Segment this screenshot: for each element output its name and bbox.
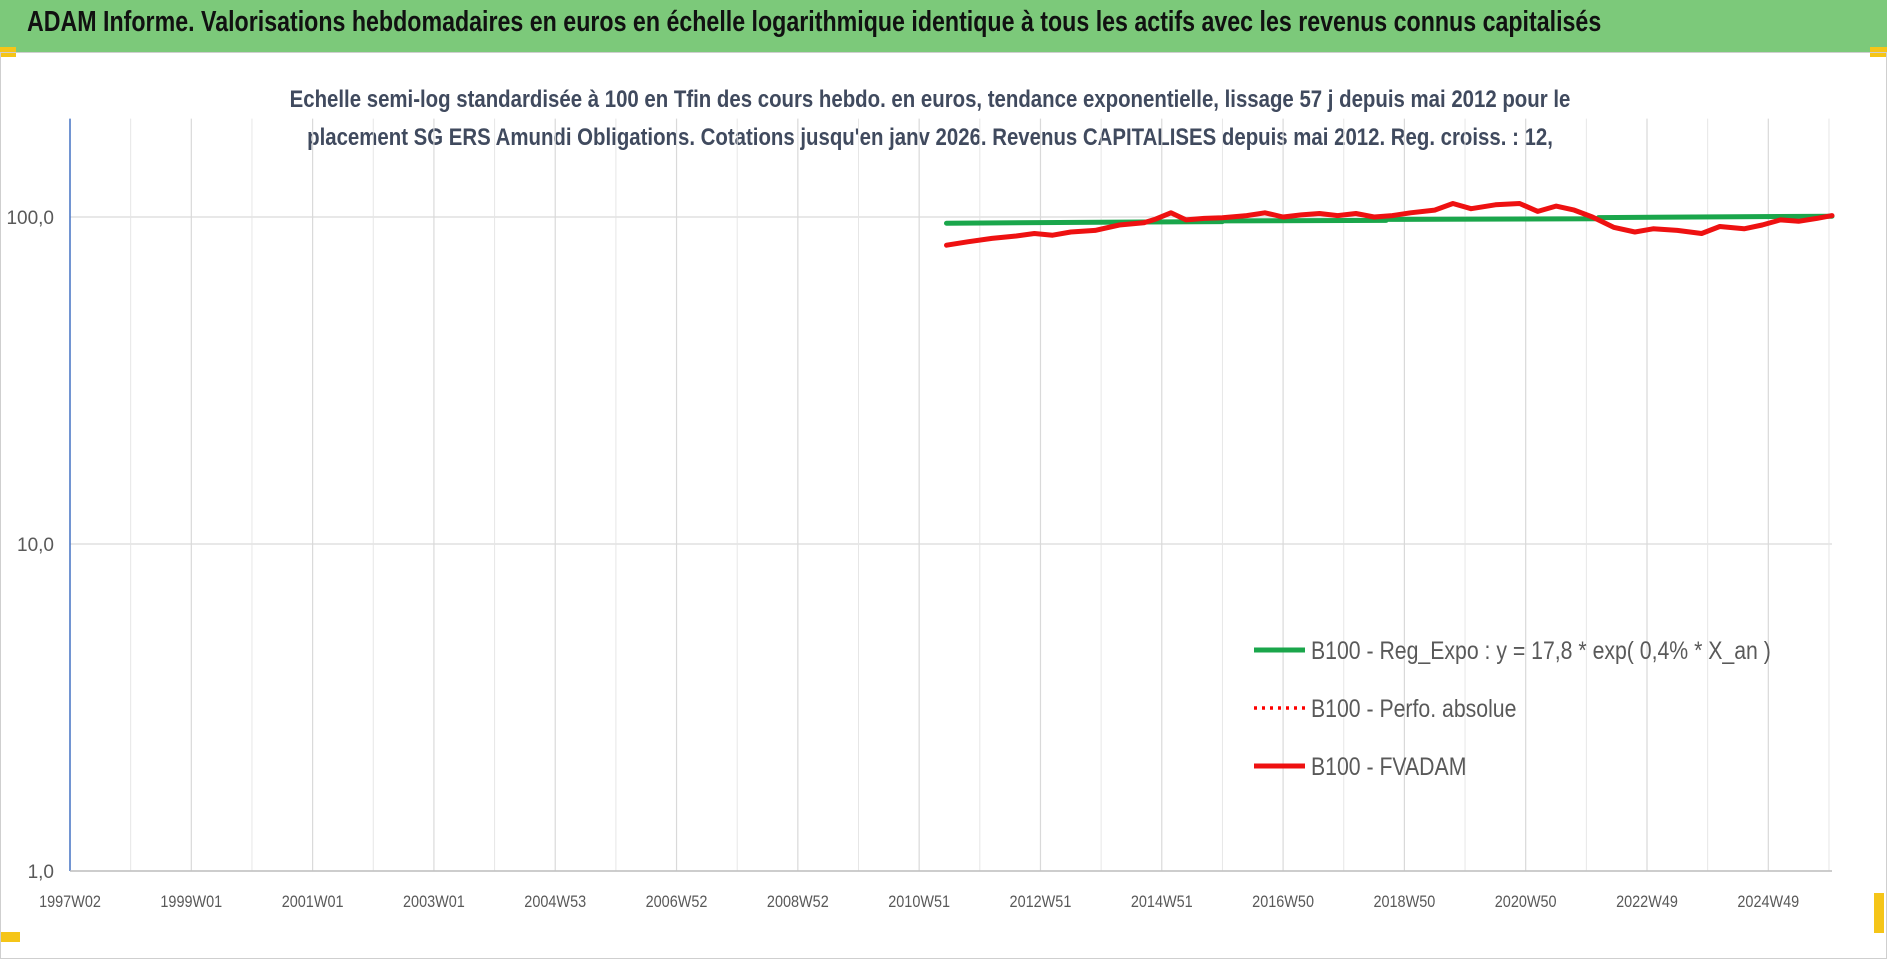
x-tick-label: 2018W50 (1373, 893, 1435, 911)
corner-marker-bottom-left (0, 932, 20, 942)
series-lines (944, 201, 1835, 248)
legend-label-2: B100 - Perfo. absolue (1311, 694, 1516, 722)
legend-label-3: B100 - FVADAM (1311, 752, 1466, 780)
x-tick-label: 2010W51 (888, 893, 950, 911)
y-tick-label: 100,0 (6, 208, 54, 229)
x-tick-label: 2001W01 (282, 893, 344, 911)
x-tick-label: 2004W53 (524, 893, 586, 911)
x-tick-label: 2003W01 (403, 893, 465, 911)
axes: 1,0 10,0 100,0 1997W02 1999W01 2001W01 2003W01… (6, 118, 1832, 911)
x-tick-label: 2016W50 (1252, 893, 1314, 911)
x-tick-label: 2006W52 (646, 893, 708, 911)
x-tick-label: 2014W51 (1131, 893, 1193, 911)
chart-subtitle-line-2: placement SG ERS Amundi Obligations. Cot… (307, 123, 1553, 150)
legend: B100 - Reg_Expo : y = 17,8 * exp( 0,4% *… (1254, 636, 1771, 780)
y-tick-label: 1,0 (28, 862, 54, 883)
x-tick-label: 2008W52 (767, 893, 829, 911)
grid-lines (70, 118, 1832, 872)
legend-label-1: B100 - Reg_Expo : y = 17,8 * exp( 0,4% *… (1311, 636, 1771, 664)
series-line-3 (944, 201, 1835, 248)
y-tick-label: 10,0 (17, 535, 54, 556)
x-tick-label: 2024W49 (1737, 893, 1799, 911)
x-tick-label: 2012W51 (1010, 893, 1072, 911)
corner-marker-bottom-right (1874, 893, 1884, 933)
chart-subtitle-line-1: Echelle semi-log standardisée à 100 en T… (290, 85, 1571, 112)
x-tick-label: 2020W50 (1495, 893, 1557, 911)
header-banner: ADAM Informe. Valorisations hebdomadaire… (0, 0, 1887, 52)
page-title: ADAM Informe. Valorisations hebdomadaire… (27, 6, 1602, 38)
x-tick-label: 2022W49 (1616, 893, 1678, 911)
x-tick-label: 1997W02 (39, 893, 101, 911)
x-tick-label: 1999W01 (160, 893, 222, 911)
